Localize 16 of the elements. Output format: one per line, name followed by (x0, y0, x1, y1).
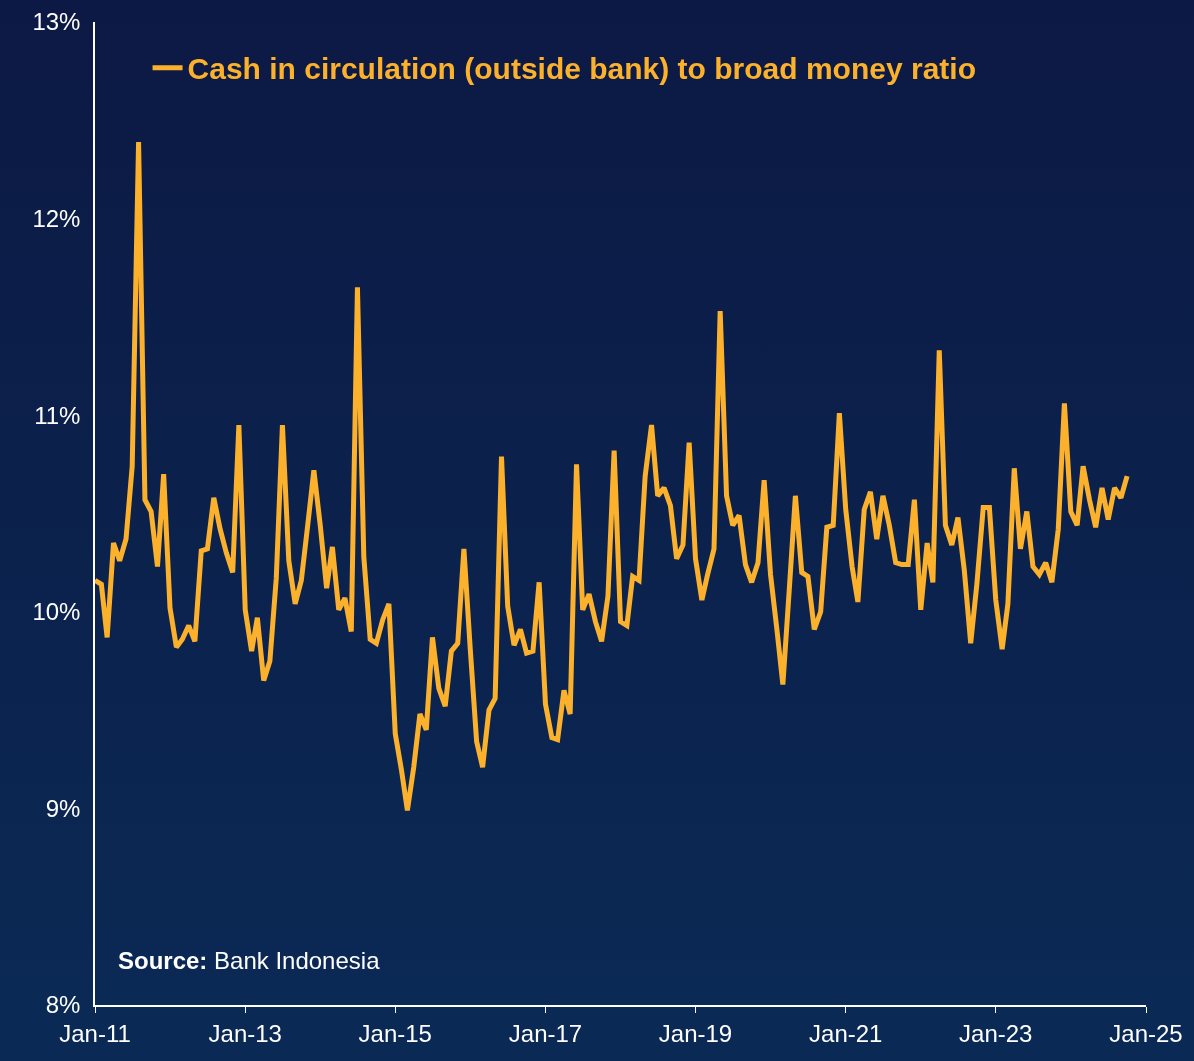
y-tick-label: 12% (32, 205, 81, 232)
x-tick-label: Jan-23 (959, 1019, 1033, 1047)
x-tick-label: Jan-19 (658, 1019, 733, 1047)
annotation: Source: Bank Indonesia (118, 947, 381, 974)
y-tick-label: 10% (32, 598, 81, 626)
x-tick-label: Jan-17 (508, 1019, 583, 1047)
x-tick-label: Jan-21 (809, 1019, 883, 1047)
x-tick-label: Jan-13 (208, 1019, 282, 1047)
y-tick-label: 8% (45, 991, 81, 1019)
y-tick-label: 9% (45, 794, 81, 822)
y-tick-label: 13% (32, 8, 81, 36)
x-tick-label: Jan-25 (1109, 1019, 1183, 1047)
legend-label: Cash in circulation (outside bank) to broad money ratio (187, 52, 976, 86)
x-tick-label: Jan-15 (358, 1019, 432, 1047)
x-tick-label: Jan-11 (59, 1019, 131, 1047)
y-tick-label: 11% (34, 401, 81, 429)
